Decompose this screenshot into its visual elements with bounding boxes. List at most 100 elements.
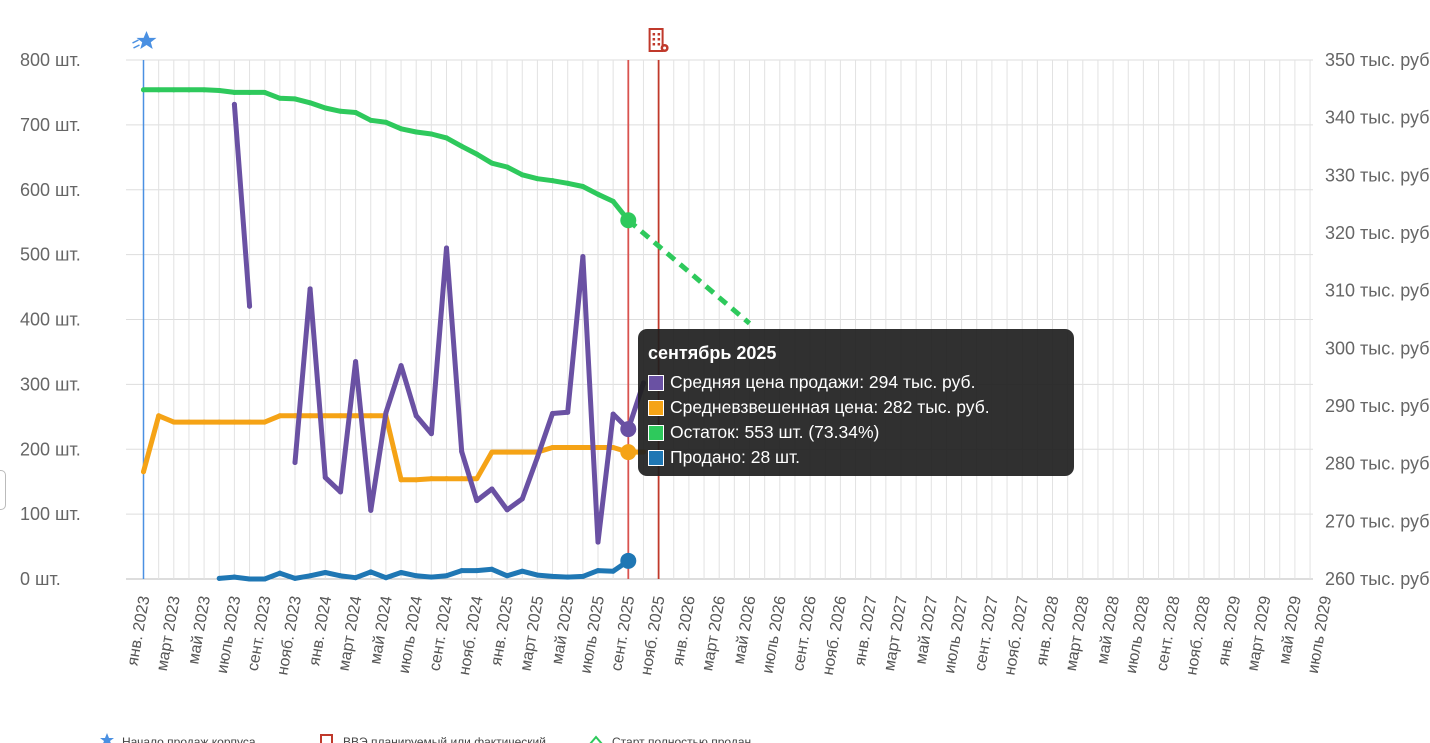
remainder-point bbox=[595, 191, 601, 197]
remainder-point bbox=[337, 108, 343, 114]
remainder-point bbox=[474, 151, 480, 157]
legend[interactable]: Начало продаж корпуса ВВЭ планируемый или… bbox=[100, 733, 751, 743]
avg-price-point bbox=[292, 460, 298, 466]
avg-price-point bbox=[428, 431, 434, 437]
remainder-point bbox=[307, 100, 313, 106]
y-right-tick-label: 280 тыс. руб. bbox=[1325, 454, 1430, 474]
sold-point bbox=[307, 573, 313, 579]
x-tick-label: июль 2027 bbox=[941, 595, 971, 675]
y-left-tick-label: 600 шт. bbox=[20, 180, 81, 200]
x-tick-label: июль 2024 bbox=[396, 595, 426, 675]
y-left-tick-label: 800 шт. bbox=[20, 50, 81, 70]
avg-price-point bbox=[534, 454, 540, 460]
x-tick-label: сент. 2024 bbox=[427, 595, 457, 673]
avg-price-point bbox=[565, 409, 571, 415]
side-scroll-handle[interactable] bbox=[0, 470, 6, 510]
y-right-tick-label: 330 тыс. руб. bbox=[1325, 165, 1430, 185]
weighted-price-point bbox=[156, 413, 162, 419]
sold-point bbox=[565, 574, 571, 580]
x-tick-label: янв. 2026 bbox=[670, 595, 699, 667]
sold-point bbox=[337, 573, 343, 579]
weighted-price-point bbox=[428, 476, 434, 482]
remainder-point bbox=[141, 87, 146, 93]
tooltip-row-weighted-price: Средневзвешенная цена: 282 тыс. руб. bbox=[648, 395, 1074, 420]
weighted-price-point bbox=[262, 419, 268, 425]
legend-label: Начало продаж корпуса bbox=[122, 735, 256, 743]
avg-price-line bbox=[292, 245, 646, 545]
x-tick-label: янв. 2024 bbox=[306, 595, 335, 667]
remainder-point bbox=[383, 119, 389, 125]
x-tick-label: март 2024 bbox=[336, 595, 366, 673]
x-tick-label: май 2026 bbox=[731, 595, 760, 666]
building-icon bbox=[648, 28, 669, 52]
x-tick-label: сент. 2025 bbox=[608, 595, 638, 673]
avg-price-point bbox=[322, 475, 328, 481]
avg-price-point bbox=[231, 101, 237, 107]
sold-point bbox=[277, 570, 283, 576]
weighted-price-point bbox=[353, 413, 359, 419]
sold-point bbox=[444, 573, 449, 579]
weighted-price-point bbox=[277, 413, 283, 419]
tooltip-row-remainder: Остаток: 553 шт. (73.34%) bbox=[648, 420, 1074, 445]
series-lines bbox=[141, 87, 752, 582]
x-tick-label: янв. 2025 bbox=[488, 595, 517, 667]
sold-point bbox=[610, 568, 616, 574]
tooltip-swatch-avg-price bbox=[648, 374, 664, 391]
tooltip-label-weighted-price: Средневзвешенная цена: 282 тыс. руб. bbox=[670, 397, 990, 417]
x-tick-label: июль 2029 bbox=[1305, 595, 1335, 675]
x-tick-label: март 2029 bbox=[1245, 595, 1275, 673]
remainder-point bbox=[610, 198, 616, 204]
remainder-point bbox=[444, 135, 449, 141]
sold-point bbox=[262, 576, 268, 582]
remainder-point bbox=[201, 87, 207, 93]
weighted-price-point bbox=[201, 419, 207, 425]
x-tick-label: март 2025 bbox=[517, 595, 547, 673]
star-shape bbox=[136, 31, 157, 49]
x-tick-label: март 2028 bbox=[1063, 595, 1093, 673]
avg-price-point bbox=[307, 286, 313, 292]
weighted-price-point bbox=[231, 419, 237, 425]
tooltip-title: сентябрь 2025 bbox=[648, 343, 777, 363]
avg-price-point bbox=[383, 410, 389, 416]
weighted-price-point bbox=[322, 413, 328, 419]
sold-point bbox=[474, 568, 480, 574]
tooltip-label-avg-price: Средняя цена продажи: 294 тыс. руб. bbox=[670, 372, 976, 392]
remainder-point bbox=[368, 117, 374, 123]
x-tick-label: янв. 2023 bbox=[124, 595, 153, 667]
weighted-price-point bbox=[519, 449, 525, 455]
building-body bbox=[648, 28, 664, 52]
y-axis-right: 260 тыс. руб. 270 тыс. руб. 280 тыс. руб. 2… bbox=[1325, 50, 1430, 589]
y-left-tick-label: 400 шт. bbox=[20, 310, 81, 330]
sold-highlight-point bbox=[620, 552, 637, 569]
weighted-price-point bbox=[247, 419, 253, 425]
remainder-point bbox=[428, 131, 434, 137]
sold-line bbox=[216, 558, 631, 582]
x-tick-label: май 2028 bbox=[1094, 595, 1123, 666]
weighted-price-point bbox=[368, 413, 374, 419]
x-tick-label: янв. 2027 bbox=[852, 595, 881, 667]
tooltip-row-sold: Продано: 28 шт. bbox=[648, 445, 1074, 470]
remainder-point bbox=[277, 95, 283, 101]
sold-point bbox=[550, 573, 556, 579]
x-tick-label: июль 2025 bbox=[578, 595, 608, 675]
weighted-price-point bbox=[216, 419, 222, 425]
star-trail bbox=[133, 44, 140, 49]
remainder-forecast-line bbox=[626, 218, 752, 326]
weighted-price-point bbox=[141, 469, 146, 475]
avg-price-point bbox=[247, 303, 253, 309]
x-tick-label: нояб. 2025 bbox=[638, 595, 669, 677]
remainder-point bbox=[292, 96, 298, 102]
y-left-tick-label: 100 шт. bbox=[20, 504, 81, 524]
weighted-price-line bbox=[141, 413, 646, 483]
avg-price-line bbox=[231, 101, 253, 309]
building-window bbox=[652, 33, 656, 36]
building-window bbox=[652, 38, 656, 41]
sold-point bbox=[428, 574, 434, 580]
weighted-price-point bbox=[610, 445, 616, 451]
remainder-point bbox=[262, 89, 268, 95]
remainder-highlight-point bbox=[620, 212, 637, 229]
legend-sparkle-icon bbox=[589, 735, 603, 743]
vertical-markers bbox=[132, 28, 669, 579]
y-right-tick-label: 310 тыс. руб. bbox=[1325, 281, 1430, 301]
sold-point bbox=[580, 573, 586, 579]
